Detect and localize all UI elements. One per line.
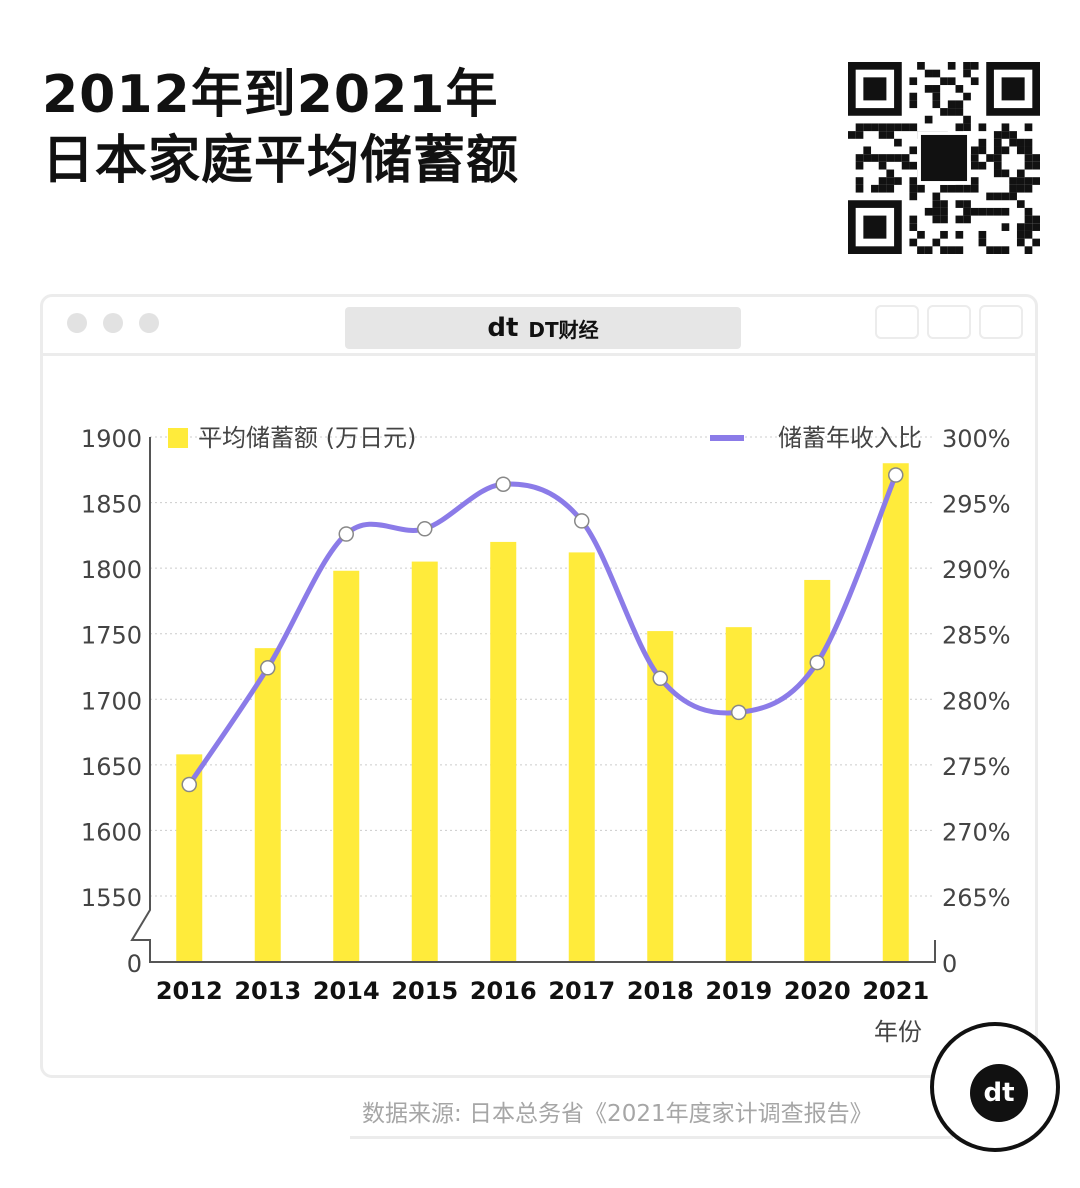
legend-line-label: 储蓄年收入比 (778, 424, 922, 452)
bar-2015 (411, 561, 438, 962)
x-tick-label: 2020 (784, 977, 851, 1005)
y-left-tick-label: 1600 (81, 818, 142, 846)
brand-badge: dt (930, 1022, 1060, 1152)
bar-2013 (254, 648, 281, 962)
y-right-tick-label: 285% (942, 622, 1011, 650)
copy-icon[interactable] (979, 305, 1023, 339)
bar-2019 (725, 627, 752, 962)
minimize-icon[interactable] (103, 313, 123, 333)
y-left-tick-label: 1550 (81, 884, 142, 912)
y-right-tick-label: 290% (942, 556, 1011, 584)
x-tick-label: 2015 (391, 977, 458, 1005)
browser-window: dt DT财经 (40, 294, 1038, 1078)
ratio-point-2017 (574, 513, 590, 529)
ratio-point-2020 (809, 654, 825, 671)
y-left-tick-label: 1750 (81, 622, 142, 650)
page-title: 2012年到2021年 日本家庭平均储蓄额 (42, 62, 519, 194)
y-right-tick-label: 270% (942, 818, 1011, 846)
ratio-point-2019 (731, 704, 747, 721)
bar-2014 (333, 570, 360, 962)
x-tick-label: 2012 (156, 977, 223, 1005)
dt-logo-icon: dt (487, 313, 519, 343)
ratio-point-2016 (495, 476, 511, 492)
qr-code (848, 62, 1040, 254)
window-titlebar: dt DT财经 (43, 297, 1035, 356)
y-left-tick-label: 0 (127, 950, 142, 978)
x-tick-label: 2019 (705, 977, 772, 1005)
source-note: 数据来源: 日本总务省《2021年度家计调查报告》 (362, 1101, 873, 1127)
y-right-tick-label: 300% (942, 425, 1011, 453)
y-left-tick-label: 1800 (81, 556, 142, 584)
y-right-tick-label: 295% (942, 491, 1011, 519)
title-line-1: 2012年到2021年 (42, 65, 499, 125)
x-tick-label: 2013 (234, 977, 301, 1005)
share-icon[interactable] (927, 305, 971, 339)
ratio-point-2012 (181, 776, 197, 793)
maximize-icon[interactable] (139, 313, 159, 333)
ratio-point-2021 (888, 467, 904, 483)
ratio-line (187, 474, 899, 786)
ratio-point-2015 (417, 521, 433, 537)
bar-2016 (490, 541, 517, 962)
y-left-tick-label: 1900 (81, 425, 142, 453)
legend-bar-swatch (168, 428, 188, 448)
x-tick-label: 2017 (548, 977, 615, 1005)
y-right-tick-label: 280% (942, 687, 1011, 715)
ratio-point-2013 (260, 660, 276, 676)
legend-bar-label: 平均储蓄额 (万日元) (198, 424, 416, 452)
y-right-tick-label: 265% (942, 884, 1011, 912)
y-left-tick-label: 1700 (81, 687, 142, 715)
bar-2017 (568, 552, 595, 962)
y-right-tick-label: 0 (942, 950, 957, 978)
x-tick-label: 2021 (862, 977, 929, 1005)
axes (130, 437, 936, 963)
y-left-tick-label: 1850 (81, 491, 142, 519)
x-tick-label: 2018 (627, 977, 694, 1005)
x-tick-label: 2016 (470, 977, 537, 1005)
y-right-tick-label: 275% (942, 753, 1011, 781)
title-line-2: 日本家庭平均储蓄额 (42, 131, 520, 191)
x-axis-label: 年份 (874, 1018, 922, 1046)
bar-2020 (804, 579, 831, 962)
ratio-point-2018 (652, 670, 668, 687)
ratio-point-2014 (338, 526, 354, 542)
y-left-tick-label: 1650 (81, 753, 142, 781)
x-tick-label: 2014 (313, 977, 380, 1005)
address-bar: dt DT财经 (345, 307, 741, 349)
dt-logo-icon: dt (970, 1064, 1028, 1122)
close-icon[interactable] (67, 313, 87, 333)
brand-name: DT财经 (528, 317, 599, 342)
record-icon[interactable] (875, 305, 919, 339)
bar-2021 (882, 463, 909, 962)
